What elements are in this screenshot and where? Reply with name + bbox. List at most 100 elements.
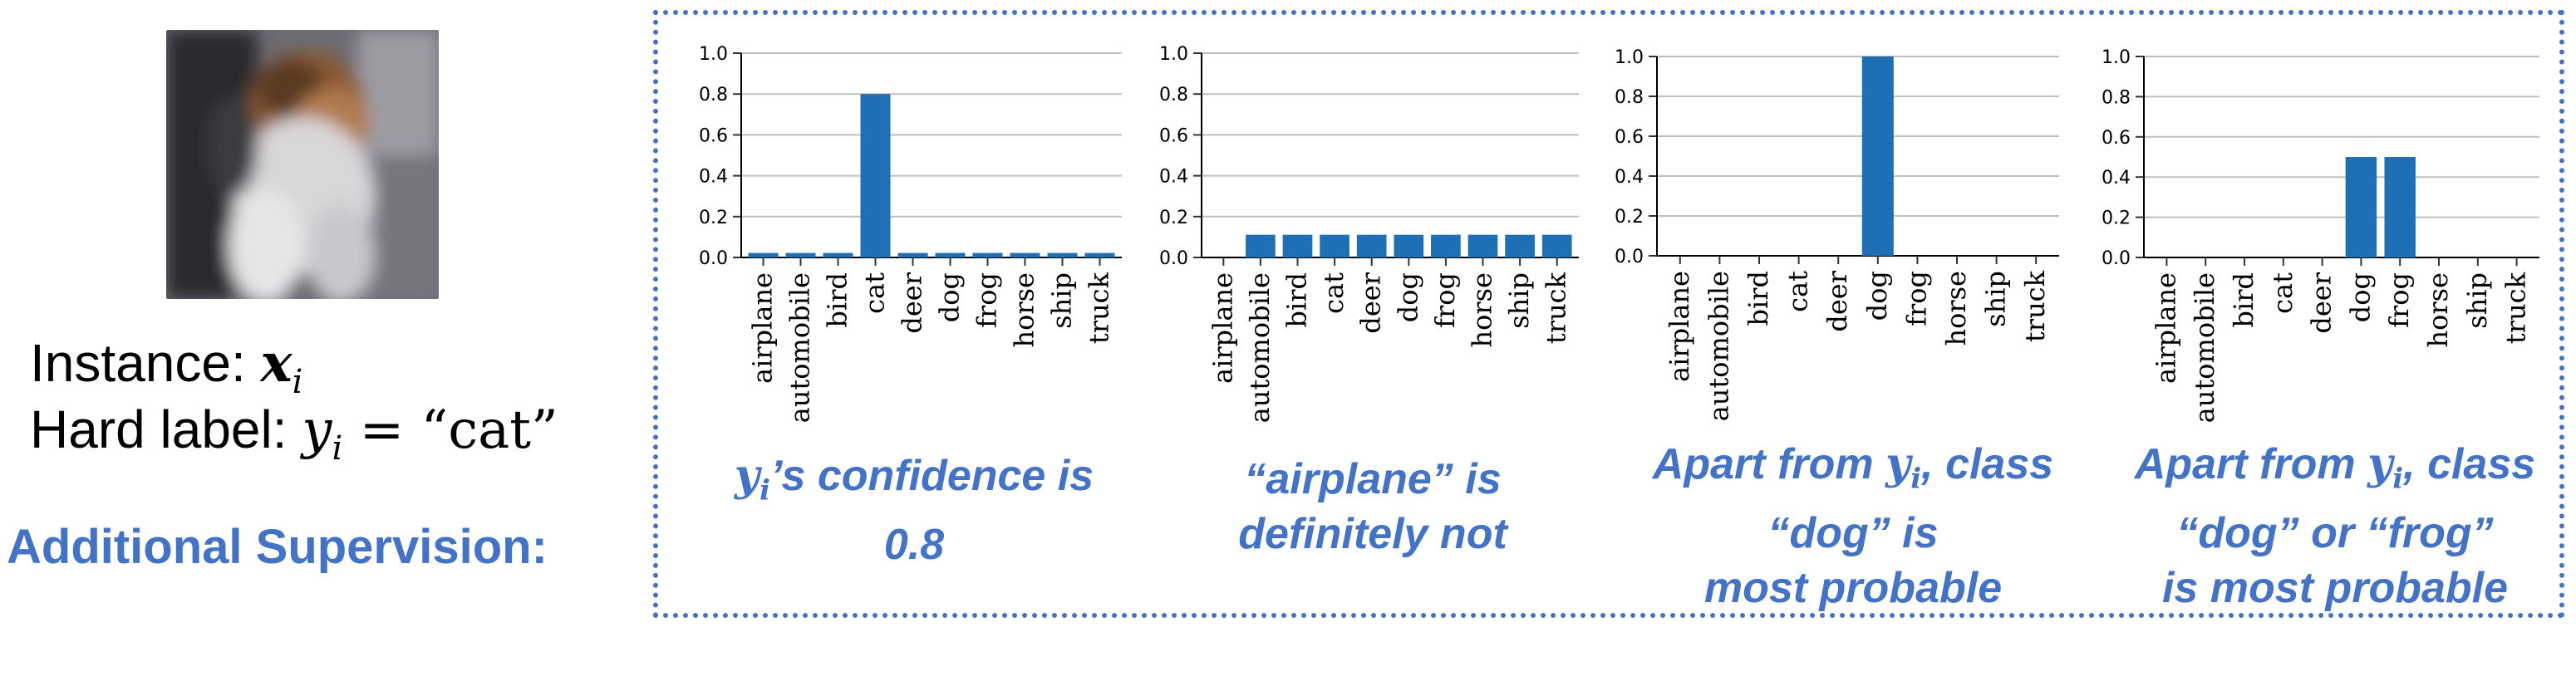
caption-1: yi’s confidence is 0.8 xyxy=(734,450,1094,570)
hard-label: Hard label: yi = “cat” xyxy=(30,399,558,468)
chart-1-xtick-label: bird xyxy=(822,272,853,328)
chart-1-xtick-label: deer xyxy=(897,272,928,333)
chart-2-bar-dog xyxy=(1394,234,1424,257)
chart-4-xtick-label: truck xyxy=(2500,272,2532,344)
chart-2-bar-bird xyxy=(1282,234,1313,257)
chart-3-xtick-label: ship xyxy=(1980,271,2012,327)
chart-1-xtick-label: airplane xyxy=(747,272,779,384)
chart-2-ytick-label: 0.0 xyxy=(1159,248,1188,269)
chart-2-bar-horse xyxy=(1467,234,1498,257)
chart-4-xtick-label: frog xyxy=(2383,272,2415,328)
additional-supervision-label: Additional Supervision: xyxy=(7,520,548,574)
chart-1-bar-frog xyxy=(972,252,1003,257)
chart-2-bar-automobile xyxy=(1246,234,1276,257)
chart-3-xtick-label: automobile xyxy=(1703,271,1734,421)
chart-1-bar-horse xyxy=(1010,252,1040,257)
chart-3-xtick-label: bird xyxy=(1743,271,1774,326)
chart-4-xtick-label: dog xyxy=(2344,272,2376,322)
dog-photo xyxy=(166,30,439,299)
chart-4-xtick-label: deer xyxy=(2306,272,2338,333)
chart-2-bar-truck xyxy=(1541,234,1572,257)
chart-4-ytick-label: 0.4 xyxy=(2102,168,2131,189)
chart-1-xtick-label: frog xyxy=(971,272,1003,328)
chart-1-xtick-label: automobile xyxy=(784,272,816,423)
chart-3-ytick-label: 1.0 xyxy=(1615,47,1644,68)
chart-2-xtick-label: deer xyxy=(1355,272,1387,333)
chart-3-xtick-label: deer xyxy=(1821,270,1853,331)
chart-1-bar-automobile xyxy=(785,252,816,257)
chart-1-xtick-label: truck xyxy=(1084,272,1115,344)
chart-1-xtick-label: cat xyxy=(859,272,891,314)
hard-label-symbol: yi xyxy=(302,399,343,468)
chart-2-bar-deer xyxy=(1356,234,1387,257)
chart-3-ytick-label: 0.2 xyxy=(1615,207,1644,228)
chart-2-xtick-label: airplane xyxy=(1207,272,1238,384)
chart-1-ytick-label: 0.2 xyxy=(699,208,728,228)
chart-2-xtick-label: frog xyxy=(1429,272,1461,328)
chart-4-xtick-label: cat xyxy=(2267,272,2298,314)
chart-3-ytick-label: 0.4 xyxy=(1615,167,1644,188)
chart-2-ytick-label: 1.0 xyxy=(1159,44,1188,65)
instance-prefix: Instance: xyxy=(30,333,261,393)
chart-4-ytick-label: 0.6 xyxy=(2102,128,2131,149)
chart-1-ytick-label: 0.0 xyxy=(699,248,728,269)
supervision-frame xyxy=(653,10,2564,618)
caption-4: Apart from yi, class “dog” or “frog” is … xyxy=(2134,439,2536,613)
chart-1-bar-cat xyxy=(860,94,891,257)
chart-3-xtick-label: horse xyxy=(1940,271,1972,346)
chart-3-xtick-label: cat xyxy=(1782,271,1814,312)
chart-4-xtick-label: bird xyxy=(2228,272,2259,328)
chart-2-xtick-label: cat xyxy=(1318,272,1349,314)
chart-2-xtick-label: horse xyxy=(1467,272,1498,348)
chart-4-xtick-label: airplane xyxy=(2150,272,2181,384)
chart-4-bar-dog xyxy=(2345,157,2377,257)
chart-4-ytick-label: 0.0 xyxy=(2102,248,2131,269)
chart-3-xtick-label: frog xyxy=(1900,271,1932,326)
chart-2-xtick-label: bird xyxy=(1281,272,1313,328)
instance-label: Instance: xi xyxy=(30,332,302,401)
chart-3-ytick-label: 0.0 xyxy=(1615,247,1644,267)
chart-2-ytick-label: 0.8 xyxy=(1159,85,1188,105)
chart-2-bar-cat xyxy=(1320,234,1349,257)
chart-1-bar-airplane xyxy=(748,252,779,257)
chart-4-ytick-label: 0.8 xyxy=(2102,87,2131,108)
instance-symbol: xi xyxy=(260,332,303,401)
chart-2-xtick-label: ship xyxy=(1503,272,1535,329)
chart-3-ytick-label: 0.8 xyxy=(1615,87,1644,108)
chart-4-xtick-label: horse xyxy=(2422,272,2454,348)
chart-1-bar-dog xyxy=(935,252,966,257)
chart-1-ytick-label: 0.6 xyxy=(699,125,728,146)
chart-1-xtick-label: horse xyxy=(1009,272,1040,348)
chart-1-bar-truck xyxy=(1084,252,1115,257)
chart-4-xtick-label: automobile xyxy=(2189,272,2220,423)
chart-2-xtick-label: automobile xyxy=(1244,272,1276,423)
chart-1-xtick-label: ship xyxy=(1046,272,1078,329)
chart-4-ytick-label: 1.0 xyxy=(2102,47,2131,68)
hard-label-value: = “cat” xyxy=(342,399,558,461)
chart-1-xtick-label: dog xyxy=(934,272,966,322)
chart-3-bar-dog xyxy=(1861,56,1894,256)
chart-1-bar-deer xyxy=(897,252,928,257)
chart-4-xtick-label: ship xyxy=(2461,272,2493,329)
caption-2: “airplane” is definitely not xyxy=(1238,455,1507,558)
chart-3-xtick-label: truck xyxy=(2019,270,2051,342)
chart-1-ytick-label: 0.4 xyxy=(699,167,728,188)
chart-1-ytick-label: 0.8 xyxy=(699,85,728,105)
chart-2-xtick-label: truck xyxy=(1541,272,1572,344)
chart-2-xtick-label: dog xyxy=(1392,272,1423,322)
chart-2-ytick-label: 0.4 xyxy=(1159,167,1188,188)
chart-2-ytick-label: 0.6 xyxy=(1159,125,1188,146)
hard-label-prefix: Hard label: xyxy=(30,399,302,459)
chart-1-bar-ship xyxy=(1047,252,1078,257)
chart-2-ytick-label: 0.2 xyxy=(1159,208,1188,228)
chart-1-bar-bird xyxy=(823,252,853,257)
chart-2-bar-ship xyxy=(1505,234,1535,257)
chart-4-ytick-label: 0.2 xyxy=(2102,208,2131,229)
chart-3-xtick-label: airplane xyxy=(1664,271,1695,382)
chart-3-xtick-label: dog xyxy=(1861,271,1893,321)
chart-4-bar-frog xyxy=(2384,157,2416,257)
chart-3-ytick-label: 0.6 xyxy=(1615,127,1644,148)
caption-3: Apart from yi, class “dog” is most proba… xyxy=(1652,439,2054,613)
chart-1-ytick-label: 1.0 xyxy=(699,44,728,65)
